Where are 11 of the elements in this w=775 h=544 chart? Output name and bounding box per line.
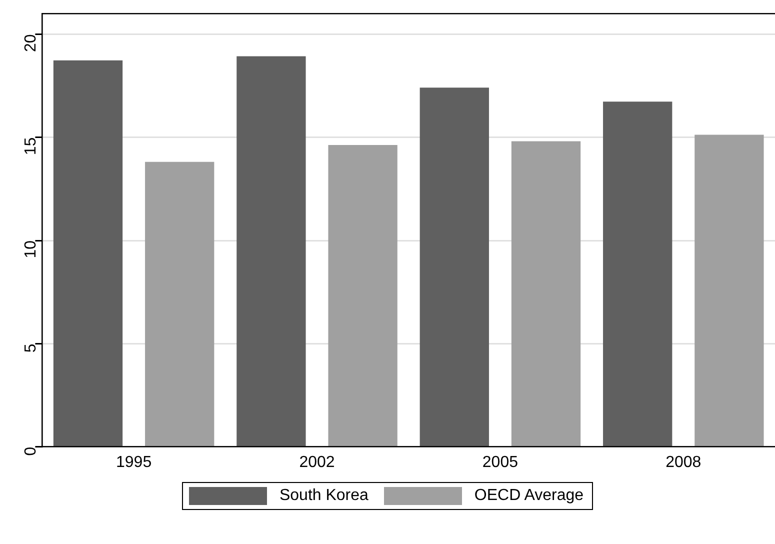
y-tick-label: 15 bbox=[22, 137, 40, 156]
y-tick-label: 5 bbox=[22, 344, 40, 353]
y-tick-label: 10 bbox=[22, 240, 40, 258]
y-tick-label: 0 bbox=[22, 446, 40, 456]
legend-label: South Korea bbox=[279, 487, 368, 505]
x-tick-label: 2008 bbox=[666, 454, 702, 471]
legend-label: OECD Average bbox=[474, 487, 584, 505]
x-tick-label: 2005 bbox=[482, 454, 518, 471]
x-tick-label: 1995 bbox=[116, 454, 152, 471]
x-tick-label: 2002 bbox=[299, 454, 335, 471]
y-tick-label: 20 bbox=[22, 34, 40, 52]
